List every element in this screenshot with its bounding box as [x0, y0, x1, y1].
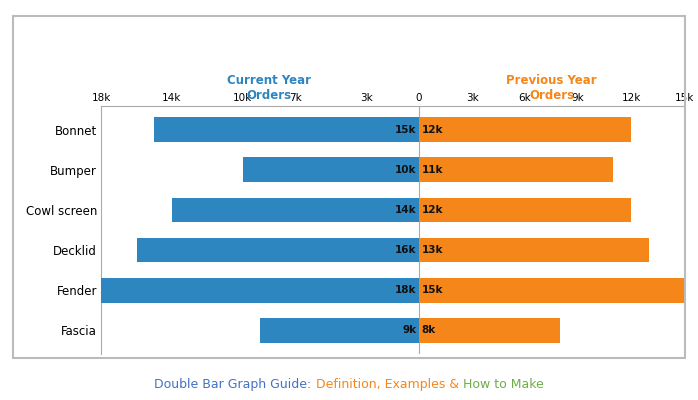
Bar — [419, 318, 560, 343]
Text: 11k: 11k — [422, 165, 443, 175]
Text: 13k: 13k — [422, 245, 443, 255]
Bar — [101, 278, 419, 303]
Text: 12k: 12k — [422, 125, 443, 135]
Text: How to Make: How to Make — [463, 378, 544, 391]
Bar — [154, 117, 419, 142]
Bar — [419, 198, 631, 222]
Text: 15k: 15k — [395, 125, 417, 135]
Text: Current Year
Orders: Current Year Orders — [227, 74, 311, 102]
Text: Previous Year
Orders: Previous Year Orders — [506, 74, 597, 102]
Bar — [419, 278, 684, 303]
Bar — [419, 238, 648, 262]
Bar — [419, 157, 614, 182]
Text: Definition, Examples &: Definition, Examples & — [315, 378, 463, 391]
Text: 10k: 10k — [395, 165, 417, 175]
Text: 12k: 12k — [422, 205, 443, 215]
Bar — [137, 238, 419, 262]
Text: 16k: 16k — [395, 245, 417, 255]
Bar — [172, 198, 419, 222]
Text: Double Bar Graph Guide:: Double Bar Graph Guide: — [154, 378, 315, 391]
Text: 14k: 14k — [395, 205, 417, 215]
Text: 9k: 9k — [402, 325, 417, 335]
Bar — [419, 117, 631, 142]
Text: 8k: 8k — [422, 325, 436, 335]
Text: 15k: 15k — [422, 285, 443, 295]
Bar — [242, 157, 419, 182]
Text: 18k: 18k — [395, 285, 417, 295]
Bar — [260, 318, 419, 343]
